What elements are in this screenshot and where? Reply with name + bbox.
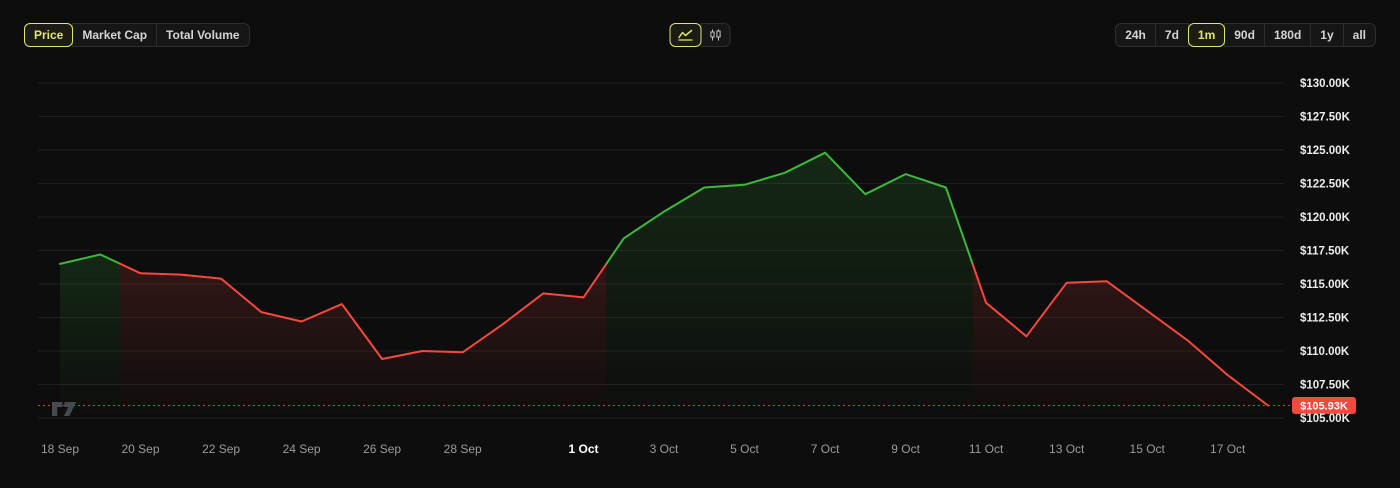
range-1m[interactable]: 1m [1187, 23, 1226, 47]
metric-tabs: Price Market Cap Total Volume [24, 23, 250, 47]
candlestick-chart-button[interactable] [700, 23, 731, 47]
y-axis-label: $130.00K [1300, 78, 1351, 90]
y-axis-label: $107.50K [1300, 380, 1351, 392]
x-axis-label: 7 Oct [811, 442, 840, 456]
y-axis-label: $117.50K [1300, 246, 1350, 258]
line-chart-icon [678, 29, 693, 41]
range-all[interactable]: all [1342, 23, 1376, 47]
range-90d[interactable]: 90d [1224, 23, 1265, 47]
x-axis-label: 11 Oct [969, 442, 1004, 456]
range-1y[interactable]: 1y [1310, 23, 1344, 47]
chart-type-toggle [669, 23, 731, 47]
x-axis-label: 9 Oct [891, 442, 920, 456]
x-axis-label: 13 Oct [1049, 442, 1085, 456]
x-axis-label: 26 Sep [363, 442, 401, 456]
tradingview-logo[interactable] [50, 400, 78, 423]
candlestick-icon [710, 29, 721, 41]
x-axis-label: 3 Oct [650, 442, 679, 456]
range-180d[interactable]: 180d [1263, 23, 1312, 47]
x-axis-label: 15 Oct [1130, 442, 1166, 456]
current-price-label: $105.93K [1300, 401, 1348, 413]
x-axis-label: 24 Sep [283, 442, 321, 456]
range-7d[interactable]: 7d [1154, 23, 1189, 47]
x-axis-label: 18 Sep [41, 442, 79, 456]
y-axis-label: $112.50K [1300, 313, 1350, 325]
tab-total-volume[interactable]: Total Volume [156, 23, 250, 47]
range-24h[interactable]: 24h [1115, 23, 1156, 47]
current-price-badge [1292, 397, 1356, 415]
y-axis-label: $105.00K [1300, 413, 1351, 425]
x-axis-label: 28 Sep [444, 442, 482, 456]
tab-price[interactable]: Price [24, 23, 74, 47]
y-axis-label: $110.00K [1300, 346, 1350, 358]
time-range-selector: 24h 7d 1m 90d 180d 1y all [1115, 23, 1376, 47]
y-axis-label: $125.00K [1300, 145, 1351, 157]
x-axis-label: 17 Oct [1210, 442, 1246, 456]
x-axis-label: 5 Oct [730, 442, 759, 456]
tradingview-icon [52, 402, 76, 416]
y-axis-label: $115.00K [1300, 279, 1350, 291]
tab-market-cap[interactable]: Market Cap [72, 23, 158, 47]
line-chart-button[interactable] [669, 23, 702, 47]
y-axis-label: $122.50K [1300, 179, 1351, 191]
x-axis-label: 20 Sep [121, 442, 159, 456]
x-axis-label: 1 Oct [568, 442, 598, 456]
y-axis-label: $120.00K [1300, 212, 1351, 224]
x-axis-label: 22 Sep [202, 442, 240, 456]
chart-toolbar: Price Market Cap Total Volume [0, 0, 1400, 58]
y-axis-label: $127.50K [1300, 112, 1351, 124]
